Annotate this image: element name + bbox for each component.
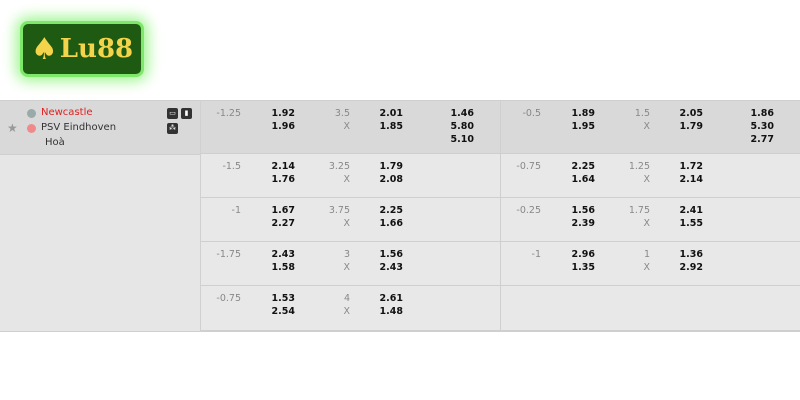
handicap-odds[interactable]: 1.53 [271, 293, 295, 304]
total-line: X [643, 121, 650, 132]
firsthalf-odds [500, 286, 799, 330]
match-info: Newcastle ★ PSV Eindhoven Hoà ▭ ▮ ⁂ [0, 101, 201, 331]
spade-icon: ♠ [30, 31, 58, 67]
total-line: X [643, 262, 650, 273]
total-odds[interactable]: 1.48 [379, 306, 403, 317]
handicap-line: -1.75 [216, 249, 241, 260]
handicap-line: -1 [531, 249, 541, 260]
total-line: X [343, 262, 350, 273]
handicap-odds[interactable]: 2.27 [271, 218, 295, 229]
home-team[interactable]: Newcastle [41, 107, 93, 118]
total-odds[interactable]: 2.43 [379, 262, 403, 273]
handicap-odds[interactable]: 1.67 [271, 205, 295, 216]
handicap-line: -0.25 [516, 205, 541, 216]
total-line: X [343, 306, 350, 317]
handicap-line: -0.75 [216, 293, 241, 304]
total-odds[interactable]: 1.72 [679, 161, 703, 172]
total-line: X [343, 121, 350, 132]
handicap-odds[interactable]: 1.58 [271, 262, 295, 273]
total-line: X [343, 218, 350, 229]
total-line: 3 [343, 249, 350, 260]
total-odds[interactable]: 2.61 [379, 293, 403, 304]
total-odds[interactable]: 1.56 [379, 249, 403, 260]
firsthalf-odds: -0.5 1.89 1.95 1.5 X 2.05 1.79 1.86 5.30 2.77 [500, 101, 799, 153]
1x2-odds[interactable]: 5.30 [750, 121, 774, 132]
total-line: 1.5 [634, 108, 650, 119]
total-odds[interactable]: 2.14 [679, 174, 703, 185]
total-odds[interactable]: 2.41 [679, 205, 703, 216]
1x2-odds[interactable]: 5.10 [450, 134, 474, 145]
handicap-odds[interactable]: 2.14 [271, 161, 295, 172]
favorite-star-icon[interactable]: ★ [7, 121, 18, 135]
total-line: X [643, 174, 650, 185]
total-line: 1 [643, 249, 650, 260]
total-odds[interactable]: 1.79 [679, 121, 703, 132]
newcastle-crest-icon [27, 109, 36, 118]
handicap-odds[interactable]: 1.56 [571, 205, 595, 216]
handicap-odds[interactable]: 2.43 [271, 249, 295, 260]
odds-row: -1 1.67 2.27 3.75 X 2.25 1.66 -0.25 1.56 2.39 1.75… [201, 198, 800, 242]
handicap-odds[interactable]: 2.54 [271, 306, 295, 317]
logo-text: Lu88 [59, 34, 134, 64]
handicap-odds[interactable]: 1.95 [571, 121, 595, 132]
total-line: 1.75 [628, 205, 650, 216]
1x2-odds[interactable]: 5.80 [450, 121, 474, 132]
lineup-icon[interactable]: ⁂ [167, 123, 178, 134]
1x2-odds[interactable]: 2.77 [750, 134, 774, 145]
total-odds[interactable]: 2.01 [379, 108, 403, 119]
odds-row: -1.25 1.92 1.96 3.5 X 2.01 1.85 1.46 5.80 5.10 -0.… [201, 101, 800, 154]
1x2-odds[interactable]: 1.86 [750, 108, 774, 119]
fulltime-odds: -1.25 1.92 1.96 3.5 X 2.01 1.85 1.46 5.80 5.10 [201, 101, 499, 153]
total-odds[interactable]: 2.25 [379, 205, 403, 216]
lu88-logo[interactable]: ♠ Lu88 [20, 21, 144, 77]
handicap-line: -0.5 [522, 108, 541, 119]
1x2-odds[interactable]: 1.46 [450, 108, 474, 119]
firsthalf-odds: -0.75 2.25 1.64 1.25 X 1.72 2.14 [500, 154, 799, 197]
total-line: 4 [343, 293, 350, 304]
total-odds[interactable]: 1.66 [379, 218, 403, 229]
fulltime-odds: -1.5 2.14 1.76 3.25 X 1.79 2.08 [201, 154, 499, 197]
handicap-line: -1.25 [216, 108, 241, 119]
handicap-odds[interactable]: 1.35 [571, 262, 595, 273]
psv-crest-icon [27, 124, 36, 133]
fulltime-odds: -1.75 2.43 1.58 3 X 1.56 2.43 [201, 242, 499, 285]
fulltime-odds: -1 1.67 2.27 3.75 X 2.25 1.66 [201, 198, 499, 241]
total-line: X [343, 174, 350, 185]
total-line: X [643, 218, 650, 229]
total-odds[interactable]: 2.05 [679, 108, 703, 119]
handicap-odds[interactable]: 1.76 [271, 174, 295, 185]
firsthalf-odds: -1 2.96 1.35 1 X 1.36 2.92 [500, 242, 799, 285]
handicap-odds[interactable]: 1.89 [571, 108, 595, 119]
handicap-odds[interactable]: 2.96 [571, 249, 595, 260]
odds-row: -0.75 1.53 2.54 4 X 2.61 1.48 [201, 286, 800, 331]
stats-icon[interactable]: ▮ [181, 108, 192, 119]
total-odds[interactable]: 2.92 [679, 262, 703, 273]
total-line: 1.25 [628, 161, 650, 172]
live-tv-icon[interactable]: ▭ [167, 108, 178, 119]
total-odds[interactable]: 1.36 [679, 249, 703, 260]
handicap-odds[interactable]: 2.25 [571, 161, 595, 172]
odds-table: Newcastle ★ PSV Eindhoven Hoà ▭ ▮ ⁂ -1.2… [0, 100, 800, 332]
total-odds[interactable]: 1.79 [379, 161, 403, 172]
total-line: 3.75 [328, 205, 350, 216]
total-odds[interactable]: 1.85 [379, 121, 403, 132]
odds-row: -1.5 2.14 1.76 3.25 X 1.79 2.08 -0.75 2.25 1.64 1.… [201, 154, 800, 198]
handicap-odds[interactable]: 1.96 [271, 121, 295, 132]
handicap-line: -1.5 [222, 161, 241, 172]
total-line: 3.25 [328, 161, 350, 172]
away-team[interactable]: PSV Eindhoven [41, 122, 117, 133]
total-odds[interactable]: 1.55 [679, 218, 703, 229]
handicap-odds[interactable]: 2.39 [571, 218, 595, 229]
handicap-line: -0.75 [516, 161, 541, 172]
total-odds[interactable]: 2.08 [379, 174, 403, 185]
handicap-line: -1 [231, 205, 241, 216]
draw-label: Hoà [45, 137, 65, 148]
total-line: 3.5 [334, 108, 350, 119]
handicap-odds[interactable]: 1.64 [571, 174, 595, 185]
firsthalf-odds: -0.25 1.56 2.39 1.75 X 2.41 1.55 [500, 198, 799, 241]
fulltime-odds: -0.75 1.53 2.54 4 X 2.61 1.48 [201, 286, 499, 330]
odds-row: -1.75 2.43 1.58 3 X 1.56 2.43 -1 2.96 1.35 1 X 1.36 2… [201, 242, 800, 286]
handicap-odds[interactable]: 1.92 [271, 108, 295, 119]
